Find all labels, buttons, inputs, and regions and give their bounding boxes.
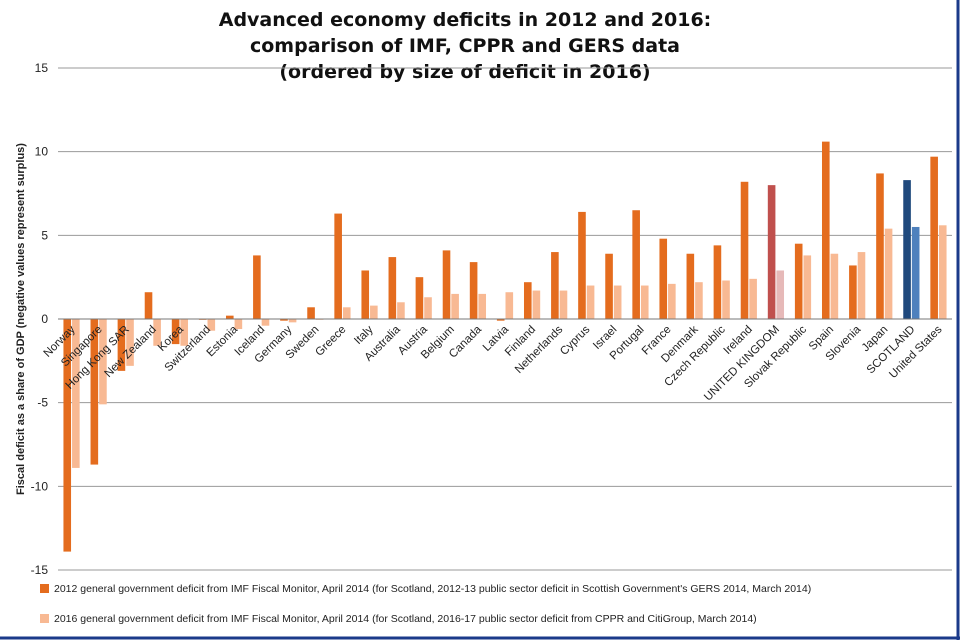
bar-2012 (849, 265, 857, 319)
bar-2012 (90, 319, 99, 465)
bar-2012 (280, 319, 288, 321)
bar-2012 (225, 315, 234, 319)
bar-2012 (117, 319, 126, 371)
legend: 2012 general government deficit from IMF… (40, 583, 811, 625)
bar-2016 (126, 319, 134, 366)
bar-2016 (234, 319, 243, 330)
bar-2016 (288, 319, 297, 323)
bar-2012 (903, 180, 911, 319)
bar-2012 (605, 253, 613, 319)
y-tick-label: 0 (41, 312, 48, 326)
bar-2016 (857, 252, 866, 319)
bar-2012 (442, 250, 451, 319)
y-tick-label: -15 (31, 563, 49, 577)
bar-2016 (776, 270, 785, 319)
bar-2012 (253, 255, 261, 319)
bar-2016 (153, 319, 161, 346)
y-tick-label: 5 (41, 228, 48, 242)
legend-swatch (40, 584, 49, 593)
bar-2016 (749, 278, 757, 319)
bar-2012 (63, 319, 72, 552)
bar-2016 (207, 319, 216, 331)
bar-2016 (884, 228, 893, 319)
bar-2012 (767, 185, 776, 319)
bar-2016 (261, 319, 270, 326)
bar-2016 (830, 253, 839, 319)
bar-2016 (613, 285, 622, 319)
bar-2016 (99, 319, 107, 405)
bar-2016 (478, 293, 487, 319)
chart-title-line: comparison of IMF, CPPR and GERS data (250, 35, 680, 57)
bar-2012 (713, 245, 722, 319)
bar-2016 (72, 319, 80, 468)
bar-2012 (659, 238, 668, 319)
y-tick-label: -10 (31, 479, 49, 493)
bar-2016 (180, 319, 189, 346)
bar-2016 (342, 307, 351, 319)
bar-2012 (740, 181, 749, 319)
bar-2012 (496, 319, 505, 321)
bar-2016 (505, 292, 514, 319)
legend-entry-text: 2012 general government deficit from IMF… (54, 583, 811, 595)
category-label: Italy (352, 323, 376, 347)
bar-2012 (334, 213, 342, 319)
bar-2012 (632, 210, 640, 319)
bar-2016 (695, 282, 703, 319)
bar-2012 (388, 257, 397, 319)
bar-2012 (469, 262, 478, 319)
chart-title-line: Advanced economy deficits in 2012 and 20… (219, 9, 712, 31)
bar-2016 (532, 290, 541, 319)
bar-2016 (640, 285, 649, 319)
bar-2012 (171, 319, 180, 345)
bar-2012 (876, 173, 884, 319)
bar-2016 (586, 285, 595, 319)
chart-title-line: (ordered by size of deficit in 2016) (279, 61, 650, 83)
category-label: Greece (313, 324, 348, 359)
chart-title: Advanced economy deficits in 2012 and 20… (219, 9, 712, 83)
bar-2016 (397, 302, 405, 319)
y-tick-label: 15 (35, 61, 49, 75)
bar-2016 (938, 225, 947, 319)
bar-2016 (370, 305, 378, 319)
bar-2012 (794, 243, 803, 319)
bar-2012 (523, 282, 532, 319)
bar-2012 (144, 292, 153, 319)
bar-2016 (803, 255, 812, 319)
y-axis-label: Fiscal deficit as a share of GDP (negati… (15, 143, 27, 495)
y-tick-label: -5 (37, 396, 48, 410)
legend-entry-text: 2016 general government deficit from IMF… (54, 613, 757, 625)
bar-2016 (559, 290, 568, 319)
bar-2012 (551, 252, 559, 319)
legend-swatch (40, 614, 49, 623)
gridlines (58, 67, 952, 571)
bar-2016 (424, 297, 432, 319)
category-label: Cyprus (558, 323, 592, 357)
bar-2012 (361, 270, 370, 319)
bar-2012 (578, 211, 586, 319)
bar-2012 (307, 307, 315, 319)
bar-2016 (722, 280, 730, 319)
bar-2016 (668, 283, 676, 319)
y-tick-label: 10 (35, 145, 49, 159)
bar-2016 (911, 226, 920, 319)
bar-2012 (686, 253, 695, 319)
bars (63, 141, 947, 552)
bar-2016 (451, 293, 459, 319)
bar-2012 (415, 277, 424, 319)
bar-2012 (821, 141, 830, 319)
bar-2012 (930, 156, 938, 319)
y-axis-ticks: 15 10 5 0 -5 -10 -15 (31, 61, 49, 577)
